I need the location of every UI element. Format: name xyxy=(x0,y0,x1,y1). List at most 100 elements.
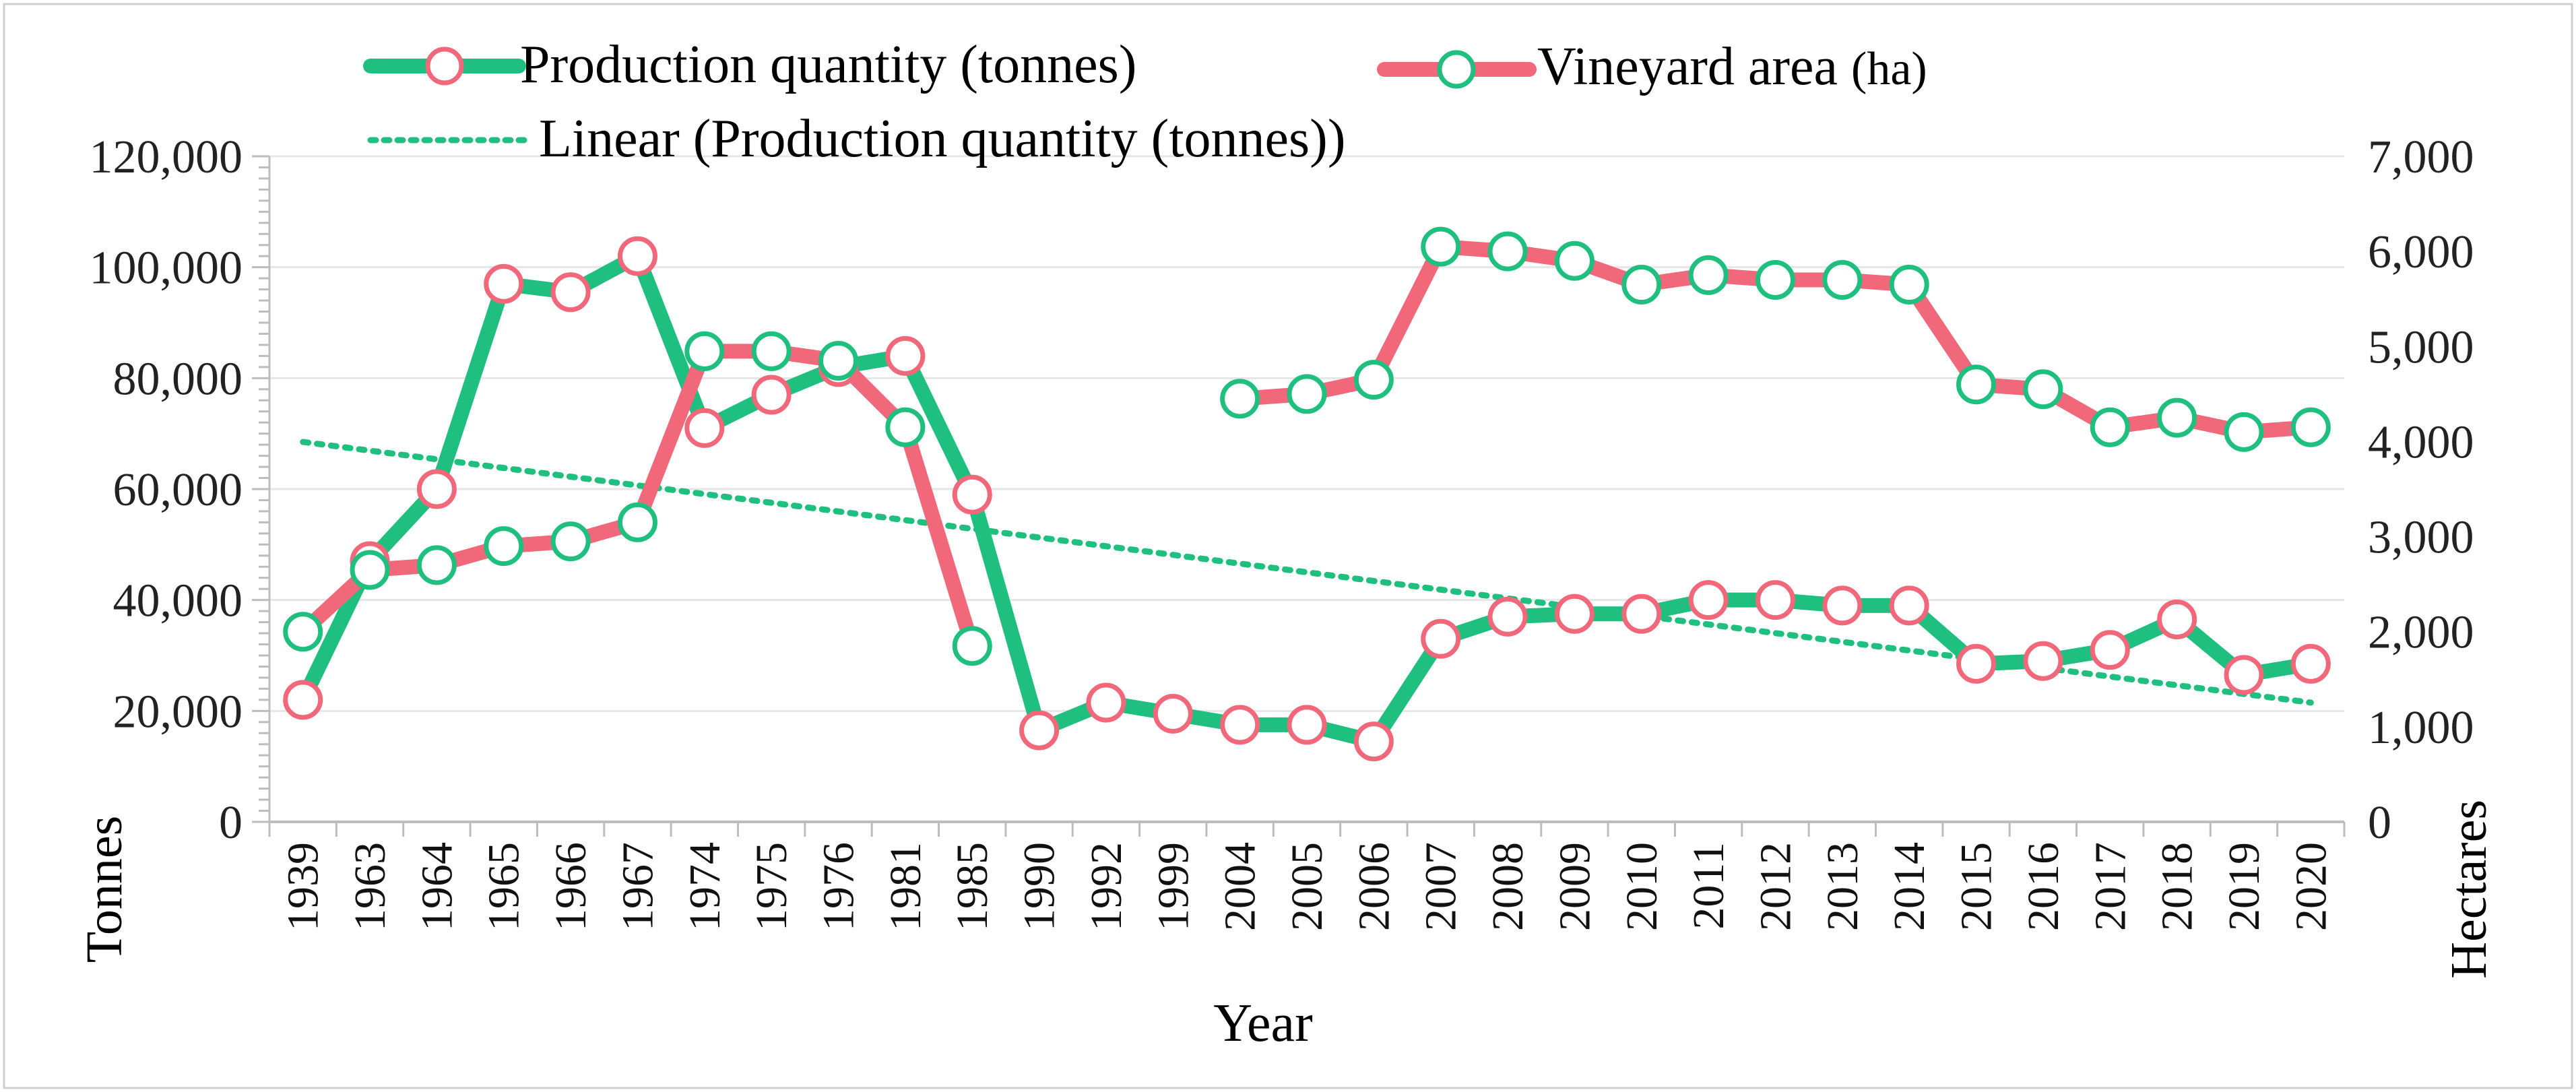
data-point-vineyard xyxy=(484,526,524,567)
x-tick-label: 2019 xyxy=(2220,842,2269,931)
y-tick-label-right: 3,000 xyxy=(2368,512,2474,564)
data-point-production xyxy=(550,272,591,313)
legend-production-label: Production quantity (tonnes) xyxy=(520,35,1136,94)
data-point-vineyard xyxy=(818,340,859,381)
y-tick-label-left: 40,000 xyxy=(113,575,243,627)
x-tick-label: 2006 xyxy=(1349,842,1398,931)
data-point-vineyard xyxy=(684,331,725,371)
data-point-production xyxy=(283,680,323,720)
y-tick-label-left: 80,000 xyxy=(113,353,243,405)
x-tick-label: 1963 xyxy=(346,842,395,931)
data-point-vineyard xyxy=(1755,259,1795,300)
x-tick-label: 2009 xyxy=(1550,842,1599,931)
data-point-vineyard xyxy=(1956,364,1997,405)
data-point-production xyxy=(1755,580,1795,620)
data-point-vineyard xyxy=(1554,240,1595,281)
x-tick-label: 1974 xyxy=(680,842,730,931)
x-tick-label: 1992 xyxy=(1082,842,1131,931)
data-point-vineyard xyxy=(1353,360,1394,400)
data-point-production xyxy=(2090,630,2130,670)
x-tick-label: 1976 xyxy=(814,842,864,931)
y-tick-label-right: 0 xyxy=(2368,797,2391,849)
legend-vineyard-label-main: Vineyard area xyxy=(1537,37,1838,96)
y-tick-label-left: 60,000 xyxy=(113,464,243,516)
x-tick-label: 2016 xyxy=(2019,842,2068,931)
data-point-vineyard xyxy=(885,407,926,447)
data-point-vineyard xyxy=(1621,265,1662,305)
data-point-vineyard xyxy=(617,502,657,542)
legend-production-marker xyxy=(425,46,464,86)
data-point-vineyard xyxy=(1487,231,1528,271)
data-point-production xyxy=(885,335,926,376)
x-tick-label: 2020 xyxy=(2286,842,2336,931)
x-tick-label: 1975 xyxy=(747,842,796,931)
x-tick-label: 2010 xyxy=(1617,842,1667,931)
x-tick-label: 2007 xyxy=(1417,842,1466,931)
x-tick-label: 2013 xyxy=(1818,842,1867,931)
data-point-production xyxy=(952,474,992,515)
legend-trend-label: Linear (Production quantity (tonnes)) xyxy=(539,109,1345,168)
x-tick-label: 1964 xyxy=(412,842,461,931)
data-point-vineyard xyxy=(1688,255,1729,295)
legend-vineyard-label: Vineyard area (ha) xyxy=(1537,37,1927,96)
data-point-vineyard xyxy=(2290,407,2331,447)
data-point-production xyxy=(1153,693,1193,734)
y-tick-label-right: 1,000 xyxy=(2368,702,2474,754)
x-tick-label: 2015 xyxy=(1952,842,2001,931)
data-point-vineyard xyxy=(1421,226,1461,267)
y-tick-label-left: 0 xyxy=(219,797,243,849)
y-axis-right-label: Hectares xyxy=(2441,800,2497,979)
x-tick-label: 1999 xyxy=(1149,842,1198,931)
data-point-vineyard xyxy=(2090,407,2130,447)
data-point-production xyxy=(617,236,657,276)
data-point-production xyxy=(2023,641,2063,681)
x-tick-label: 1990 xyxy=(1015,842,1064,931)
legend-item-trend: Linear (Production quantity (tonnes)) xyxy=(367,109,1345,168)
data-point-production xyxy=(416,469,457,509)
data-point-production xyxy=(1621,593,1662,634)
y-tick-label-left: 100,000 xyxy=(90,243,243,294)
legend: Production quantity (tonnes) Vineyard ar… xyxy=(363,35,1927,168)
data-point-vineyard xyxy=(1822,259,1863,300)
y-tick-label-left: 20,000 xyxy=(113,686,243,738)
tick-labels: 0 20,000 40,000 60,000 80,000 100,000 120,000 0… xyxy=(90,131,2474,931)
data-point-vineyard xyxy=(751,331,792,371)
data-point-vineyard xyxy=(2224,412,2264,452)
y-tick-label-right: 6,000 xyxy=(2368,226,2474,278)
x-tick-label: 1966 xyxy=(546,842,595,931)
data-point-production xyxy=(1956,643,1997,684)
data-point-production xyxy=(1019,710,1060,750)
x-tick-label: 2008 xyxy=(1483,842,1533,931)
data-point-production xyxy=(751,375,792,415)
data-point-production xyxy=(1554,593,1595,634)
data-point-vineyard xyxy=(283,612,323,652)
data-point-production xyxy=(1487,596,1528,637)
y-axis-left-label: Tonnes xyxy=(76,816,133,963)
data-point-production xyxy=(1822,585,1863,626)
x-tick-label: 2012 xyxy=(1751,842,1800,931)
data-point-production xyxy=(1287,705,1327,745)
x-tick-label: 1967 xyxy=(613,842,662,931)
x-axis-label: Year xyxy=(1213,994,1312,1053)
x-tick-label: 1965 xyxy=(480,842,529,931)
data-point-vineyard xyxy=(1287,374,1327,414)
data-point-production xyxy=(1353,721,1394,762)
data-point-production xyxy=(1889,585,1929,626)
data-point-vineyard xyxy=(550,521,591,562)
legend-vineyard-label-unit: (ha) xyxy=(1851,43,1927,95)
data-point-production xyxy=(484,263,524,304)
data-point-vineyard xyxy=(1220,379,1260,419)
legend-item-production: Production quantity (tonnes) xyxy=(363,35,1136,94)
data-point-vineyard xyxy=(416,545,457,585)
x-tick-label: 2018 xyxy=(2153,842,2202,931)
data-point-production xyxy=(2157,599,2197,639)
legend-item-vineyard: Vineyard area (ha) xyxy=(1377,37,1927,96)
y-tick-label-right: 2,000 xyxy=(2368,607,2474,659)
data-point-production xyxy=(1220,705,1260,745)
data-point-production xyxy=(2224,655,2264,695)
data-point-vineyard xyxy=(350,550,390,590)
data-point-vineyard xyxy=(2157,397,2197,438)
x-tick-label: 2011 xyxy=(1684,842,1733,930)
